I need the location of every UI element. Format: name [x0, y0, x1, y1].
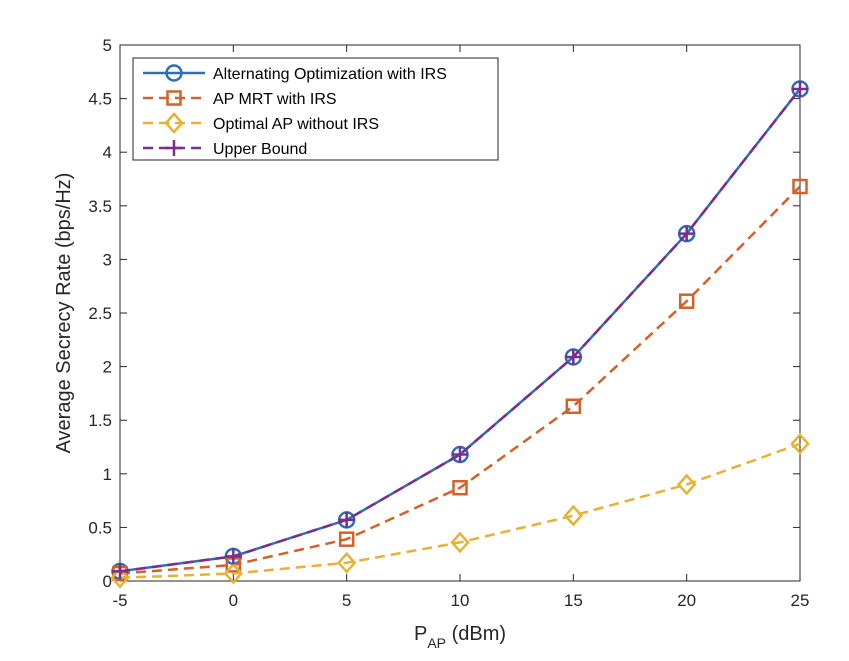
data-point [678, 293, 695, 309]
x-tick-label: 15 [564, 591, 583, 610]
legend-label: Optimal AP without IRS [213, 116, 379, 133]
legend: Alternating Optimization with IRS AP MRT … [132, 57, 499, 161]
y-tick-label: 2.5 [88, 304, 112, 323]
series-line [119, 442, 801, 580]
y-tick-label: 3 [103, 250, 112, 269]
y-tick-label: 1.5 [88, 411, 112, 430]
x-tick-label: -5 [112, 591, 127, 610]
series-upper-bound [112, 80, 808, 580]
data-point [565, 348, 582, 365]
data-point [338, 511, 355, 528]
data-point [452, 479, 468, 496]
legend-item: AP MRT with IRS [143, 90, 337, 108]
x-tick-label: 5 [342, 591, 351, 610]
series-layer [110, 80, 810, 589]
data-point [336, 551, 357, 574]
legend-item: Upper Bound [143, 140, 307, 158]
legend-swatch-marker [165, 64, 183, 82]
y-tick-label: 3.5 [88, 197, 112, 216]
legend-label: Alternating Optimization with IRS [213, 66, 447, 83]
data-point [676, 473, 697, 496]
data-point [112, 563, 128, 580]
y-tick-label: 4.5 [88, 90, 112, 109]
x-axis-label-unit: (dBm) [446, 623, 506, 645]
legend-item: Optimal AP without IRS [143, 112, 379, 134]
data-point [110, 566, 130, 589]
data-point [790, 432, 810, 455]
x-tick-label: 20 [677, 591, 696, 610]
data-point [563, 504, 584, 527]
y-axis-label: Average Secrecy Rate (bps/Hz) [53, 173, 75, 454]
y-tick-label: 4 [103, 143, 112, 162]
data-point [223, 562, 244, 585]
y-tick-label: 1 [103, 465, 112, 484]
y-tick-label: 5 [103, 36, 112, 55]
data-point [338, 531, 355, 547]
legend-swatch-marker [166, 140, 182, 156]
y-tick-label: 0 [103, 572, 112, 591]
legend-label: Upper Bound [213, 141, 307, 158]
data-point [225, 548, 242, 565]
x-tick-label: 10 [451, 591, 470, 610]
legend-item: Alternating Optimization with IRS [143, 64, 447, 83]
x-tick-label: 25 [791, 591, 810, 610]
data-point [678, 225, 695, 242]
x-axis-label: PAP (dBm) [414, 623, 506, 651]
y-tick-label: 2 [103, 358, 112, 377]
data-point [452, 446, 468, 463]
y-tick-label: 0.5 [88, 518, 112, 537]
legend-swatch-marker [164, 112, 184, 134]
x-tick-label: 0 [229, 591, 238, 610]
data-point [792, 80, 808, 97]
data-point [792, 178, 808, 195]
data-point [450, 531, 470, 554]
legend-swatch-marker [166, 90, 182, 106]
data-point [565, 398, 582, 415]
legend-label: AP MRT with IRS [213, 91, 337, 108]
legend-box [132, 57, 499, 161]
x-axis-label-main: P [414, 623, 427, 645]
x-axis-label-subscript: AP [427, 635, 446, 651]
series-optimal-ap-without-irs [110, 432, 810, 589]
